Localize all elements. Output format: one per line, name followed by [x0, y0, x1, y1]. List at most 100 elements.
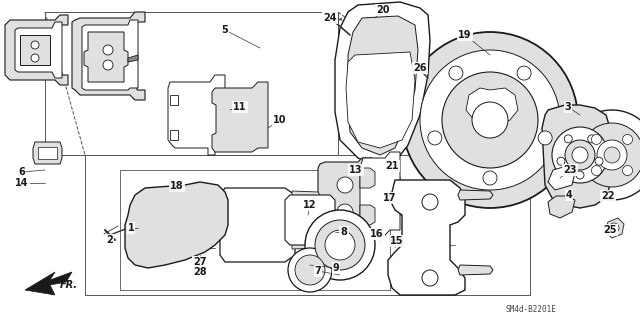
Circle shape: [422, 194, 438, 210]
Polygon shape: [335, 2, 430, 168]
Polygon shape: [33, 142, 62, 164]
Circle shape: [337, 177, 353, 193]
Circle shape: [604, 147, 620, 163]
Circle shape: [315, 220, 365, 270]
Polygon shape: [346, 52, 415, 148]
Circle shape: [564, 135, 572, 143]
Circle shape: [597, 140, 627, 170]
Text: 25: 25: [604, 225, 617, 235]
Polygon shape: [458, 190, 493, 200]
Text: 7: 7: [315, 266, 321, 276]
Circle shape: [538, 131, 552, 145]
Circle shape: [623, 166, 632, 175]
Text: 24: 24: [323, 13, 337, 23]
Circle shape: [337, 204, 353, 220]
Text: 6: 6: [19, 167, 26, 177]
Polygon shape: [388, 180, 465, 295]
Text: 23: 23: [563, 165, 577, 175]
Text: 21: 21: [385, 161, 399, 171]
Polygon shape: [128, 55, 138, 62]
Polygon shape: [25, 272, 72, 295]
Circle shape: [288, 248, 332, 292]
Text: 17: 17: [383, 193, 397, 203]
Polygon shape: [360, 168, 375, 188]
Circle shape: [295, 255, 325, 285]
Circle shape: [595, 157, 603, 165]
Text: 5: 5: [221, 25, 228, 35]
Text: 12: 12: [303, 200, 317, 210]
Polygon shape: [82, 20, 138, 90]
Polygon shape: [168, 75, 225, 155]
Polygon shape: [15, 22, 62, 78]
Text: 28: 28: [193, 267, 207, 277]
Text: 15: 15: [390, 236, 404, 246]
Circle shape: [422, 270, 438, 286]
Polygon shape: [292, 191, 320, 199]
Polygon shape: [338, 100, 390, 190]
Circle shape: [103, 45, 113, 55]
Circle shape: [472, 102, 508, 138]
Circle shape: [31, 54, 39, 62]
Circle shape: [517, 66, 531, 80]
Polygon shape: [348, 16, 418, 155]
Text: 20: 20: [376, 5, 390, 15]
Polygon shape: [466, 88, 518, 125]
Polygon shape: [548, 165, 575, 190]
Circle shape: [565, 140, 595, 170]
Text: 2: 2: [107, 235, 113, 245]
Circle shape: [442, 72, 538, 168]
Text: 11: 11: [233, 102, 247, 112]
Circle shape: [428, 131, 442, 145]
Circle shape: [567, 110, 640, 200]
Polygon shape: [20, 35, 50, 65]
Circle shape: [591, 134, 602, 145]
Polygon shape: [72, 12, 145, 100]
Polygon shape: [170, 95, 178, 105]
Text: 19: 19: [458, 30, 472, 40]
Circle shape: [609, 223, 619, 233]
Circle shape: [591, 166, 602, 175]
Text: 14: 14: [15, 178, 29, 188]
Circle shape: [552, 127, 608, 183]
Polygon shape: [458, 265, 493, 275]
Polygon shape: [38, 147, 57, 159]
Text: 18: 18: [170, 181, 184, 191]
Circle shape: [449, 66, 463, 80]
Polygon shape: [605, 218, 624, 238]
Circle shape: [580, 123, 640, 187]
Polygon shape: [318, 158, 372, 235]
Polygon shape: [285, 195, 335, 245]
Text: SM4d-B2201E: SM4d-B2201E: [505, 306, 556, 315]
Polygon shape: [212, 82, 268, 152]
Text: 22: 22: [601, 191, 615, 201]
Circle shape: [103, 60, 113, 70]
Polygon shape: [125, 182, 228, 268]
Polygon shape: [170, 130, 178, 140]
Polygon shape: [84, 32, 128, 82]
Circle shape: [588, 135, 596, 143]
Text: FR.: FR.: [60, 280, 78, 290]
Text: 3: 3: [564, 102, 572, 112]
Polygon shape: [220, 188, 295, 262]
Circle shape: [623, 134, 632, 145]
Polygon shape: [542, 105, 610, 208]
Circle shape: [402, 32, 578, 208]
Text: 26: 26: [413, 63, 427, 73]
Polygon shape: [548, 196, 575, 218]
Circle shape: [31, 41, 39, 49]
Polygon shape: [292, 241, 320, 249]
Circle shape: [420, 50, 560, 190]
Text: 1: 1: [127, 223, 134, 233]
Text: 27: 27: [193, 257, 207, 267]
Text: 10: 10: [273, 115, 287, 125]
Text: 4: 4: [566, 190, 572, 200]
Polygon shape: [360, 205, 375, 225]
Circle shape: [483, 171, 497, 185]
Circle shape: [576, 171, 584, 179]
Circle shape: [305, 210, 375, 280]
Text: 13: 13: [349, 165, 363, 175]
Text: 16: 16: [371, 229, 384, 239]
Text: 8: 8: [340, 227, 348, 237]
Polygon shape: [360, 152, 400, 235]
Circle shape: [572, 147, 588, 163]
